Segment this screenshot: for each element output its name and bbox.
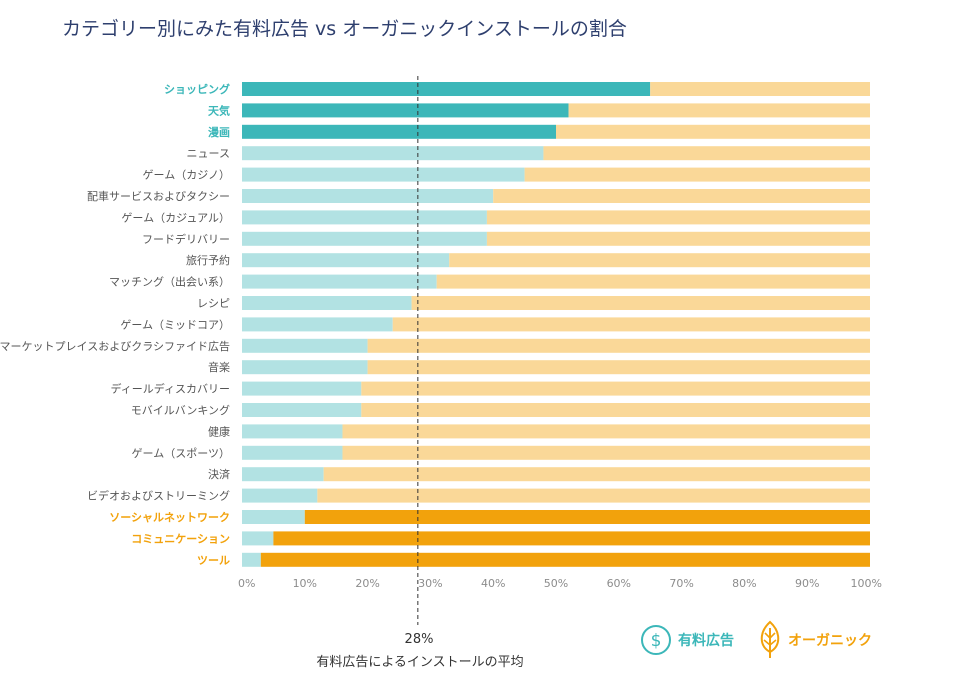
category-label: 決済 (208, 467, 230, 481)
bar-paid (242, 338, 368, 353)
bar-organic (556, 124, 870, 139)
legend-organic: オーガニック (756, 620, 872, 658)
bar-organic (304, 510, 870, 524)
bar-organic (449, 253, 870, 268)
bar-organic (317, 488, 870, 503)
bar-organic (411, 296, 870, 310)
bar-organic (486, 210, 870, 225)
chart-title: カテゴリー別にみた有料広告 vs オーガニックインストールの割合 (62, 18, 627, 40)
bar-organic (323, 467, 870, 482)
bar-paid (242, 488, 318, 503)
dollar-icon: $ (641, 625, 671, 655)
bar-paid (242, 253, 450, 268)
bar-paid (242, 274, 437, 289)
bar-organic (361, 381, 870, 396)
category-label: ゲーム（ミッドコア） (120, 318, 230, 331)
category-label: 配車サービスおよびタクシー (87, 189, 230, 203)
bar-paid (242, 403, 362, 417)
x-axis-ticks-group: 0% 10% 20% 30% 40% 50% 60% 70% 80% 90% 100% (238, 577, 882, 590)
x-tick-label: 40% (481, 577, 505, 590)
x-tick-label: 10% (293, 577, 317, 590)
category-label: モバイルバンキング (131, 403, 230, 417)
bar-paid (242, 124, 556, 139)
bar-paid (242, 146, 544, 161)
bar-organic (342, 445, 871, 460)
bar-organic (260, 552, 871, 567)
bar-paid (242, 360, 368, 375)
category-label: ゲーム（カジュアル） (121, 211, 230, 224)
category-label: 漫画 (208, 125, 230, 139)
bar-organic (568, 103, 870, 118)
bar-organic (436, 274, 870, 289)
bar-paid (242, 552, 261, 567)
bar-organic (342, 424, 871, 439)
average-value-label: 28% (404, 632, 434, 647)
category-label: ゲーム（スポーツ） (132, 447, 230, 460)
bar-organic (361, 403, 870, 417)
x-tick-label: 60% (607, 577, 631, 590)
bar-paid (242, 531, 274, 546)
category-label: コミュニケーション (131, 532, 230, 545)
category-label: ツール (197, 554, 230, 567)
x-tick-label: 20% (355, 577, 379, 590)
bar-paid (242, 82, 651, 96)
bar-organic (486, 231, 870, 246)
bar-paid (242, 210, 487, 225)
bar-organic (273, 531, 870, 546)
category-label: フードデリバリー (142, 232, 230, 246)
legend-organic-label: オーガニック (788, 633, 872, 649)
bar-paid (242, 424, 343, 439)
bar-organic (543, 146, 870, 161)
average-description: 有料広告によるインストールの平均 (316, 655, 524, 670)
leaf-icon (760, 620, 780, 658)
x-tick-label: 0% (238, 577, 255, 590)
category-label: ディールディスカバリー (111, 382, 230, 396)
x-tick-label: 100% (851, 577, 882, 590)
bar-paid (242, 103, 569, 118)
bar-paid (242, 296, 412, 310)
category-label: 旅行予約 (186, 253, 230, 267)
category-label: マーケットプレイスおよびクラシファイド広告 (0, 340, 230, 353)
category-label: ビデオおよびストリーミング (87, 489, 230, 503)
x-tick-label: 80% (732, 577, 756, 590)
legend-paid: $ 有料広告 (640, 622, 734, 658)
x-tick-label: 50% (544, 577, 568, 590)
bar-paid (242, 189, 494, 203)
bar-paid (242, 381, 362, 396)
bar-organic (650, 82, 870, 96)
category-label: ソーシャルネットワーク (109, 511, 230, 524)
x-tick-label: 90% (795, 577, 819, 590)
category-label: マッチング（出会い系） (109, 275, 230, 289)
x-tick-label: 30% (418, 577, 442, 590)
category-label: ショッピング (164, 82, 230, 96)
category-label: 音楽 (208, 360, 230, 374)
bar-paid (242, 510, 305, 524)
bar-organic (493, 189, 870, 203)
svg-text:$: $ (651, 631, 662, 651)
category-label: ゲーム（カジノ） (143, 169, 230, 182)
bar-organic (367, 360, 870, 375)
bar-organic (392, 317, 870, 332)
bar-organic (524, 167, 870, 182)
bar-paid (242, 467, 324, 482)
bar-organic (367, 338, 870, 353)
bars-group (242, 82, 871, 567)
category-label: ニュース (187, 147, 230, 160)
legend-paid-label: 有料広告 (678, 633, 734, 649)
bar-paid (242, 445, 343, 460)
bar-paid (242, 231, 487, 246)
category-label: レシピ (197, 297, 230, 310)
bar-paid (242, 317, 393, 332)
x-tick-label: 70% (669, 577, 693, 590)
category-label: 健康 (208, 424, 230, 438)
bar-paid (242, 167, 525, 182)
category-label: 天気 (208, 103, 230, 117)
